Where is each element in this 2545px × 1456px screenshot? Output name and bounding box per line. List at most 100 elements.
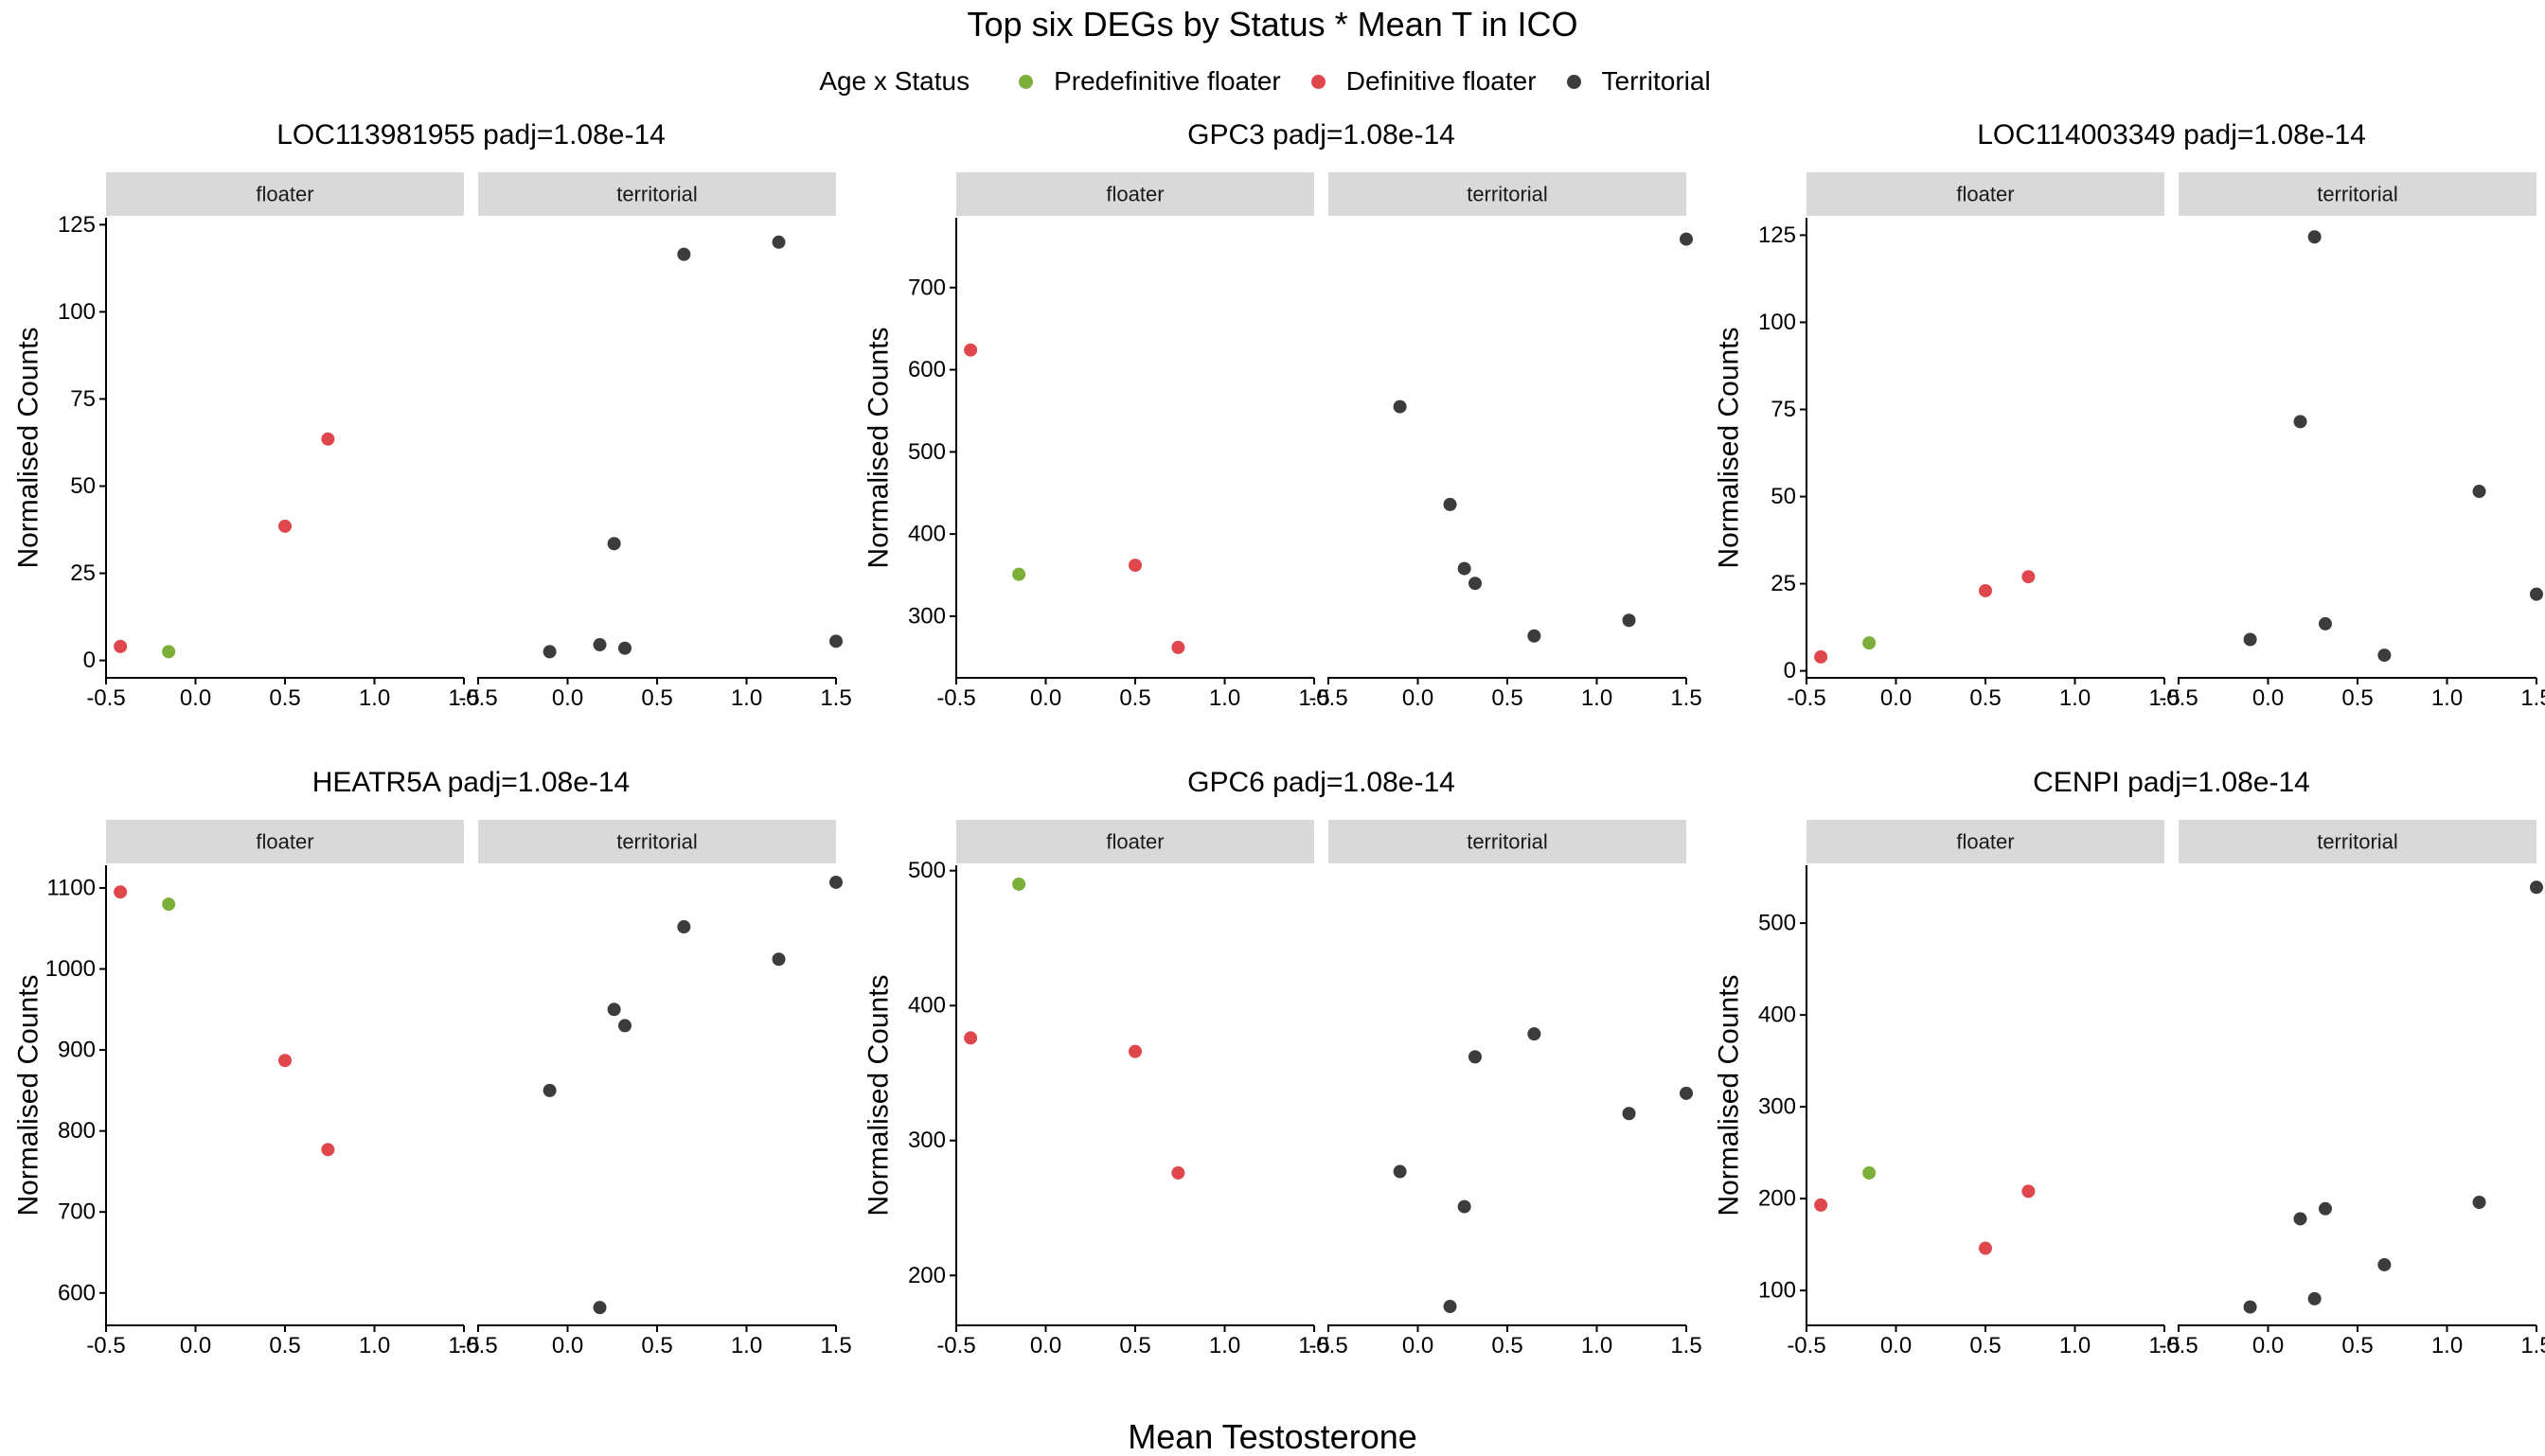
x-axis-title: Mean Testosterone [0,1420,2545,1454]
x-tick-label: -0.5 [1787,685,1825,711]
y-tick-label: 1100 [46,875,96,900]
x-tick-label: -0.5 [86,1333,125,1358]
y-tick-label: 700 [58,1199,96,1225]
y-tick-label: 0 [83,648,96,673]
x-tick-label: 0.0 [1880,685,1912,711]
y-axis-title: Normalised Counts [1714,327,1745,568]
x-tick-label: 0.5 [1119,1333,1150,1358]
facet-strip-label: floater [1106,183,1164,206]
x-tick-label: -0.5 [1308,1333,1347,1358]
data-point [773,236,786,249]
y-tick-label: 400 [1758,1003,1796,1028]
y-tick-label: 500 [908,439,946,465]
facet-strip-label: floater [256,183,313,206]
x-tick-label: -0.5 [2159,685,2198,711]
data-point [1680,233,1693,246]
x-tick-label: 0.5 [641,685,672,711]
y-tick-label: 300 [908,1128,946,1153]
y-tick-label: 500 [908,858,946,883]
data-point [162,897,175,911]
facet-strip-label: territorial [1467,830,1548,854]
x-tick-label: 0.0 [1402,685,1433,711]
facet-strip-label: floater [256,830,313,854]
data-point [2021,1184,2035,1198]
data-point [2530,880,2543,894]
y-axis-title: Normalised Counts [863,974,895,1216]
y-axis-title: Normalised Counts [13,327,44,568]
data-point [1012,568,1025,581]
data-point [2308,1292,2322,1305]
x-tick-label: 1.0 [359,1333,390,1358]
x-tick-label: 0.0 [552,1333,583,1358]
data-point [1171,1166,1184,1180]
data-point [2473,1196,2486,1209]
x-tick-label: 1.0 [731,1333,762,1358]
x-tick-label: 1.5 [1670,1333,1701,1358]
data-point [1623,1107,1636,1120]
y-tick-label: 600 [58,1280,96,1305]
subplot-title: GPC3 padj=1.08e-14 [1187,119,1455,151]
x-tick-label: 0.5 [2341,1333,2373,1358]
data-point [1468,577,1482,590]
y-tick-label: 800 [58,1118,96,1144]
data-point [2294,415,2307,428]
facet-strip-label: territorial [2317,830,2398,854]
x-tick-label: 0.5 [1119,685,1150,711]
data-point [114,885,127,898]
x-tick-label: 1.0 [731,685,762,711]
subplot-title: LOC113981955 padj=1.08e-14 [276,119,666,151]
x-tick-label: -0.5 [458,685,497,711]
x-tick-label: 0.0 [180,1333,211,1358]
data-point [677,920,690,933]
data-point [278,520,292,533]
subplot-title: GPC6 padj=1.08e-14 [1187,767,1455,798]
data-point [773,952,786,966]
data-point [618,642,632,655]
facet-strip-label: floater [1956,830,2014,854]
x-tick-label: -0.5 [458,1333,497,1358]
x-tick-label: 0.0 [2252,1333,2284,1358]
data-point [1814,650,1827,664]
data-point [278,1054,292,1067]
x-tick-label: 0.0 [180,685,211,711]
x-tick-label: 0.5 [269,1333,300,1358]
data-point [2377,1258,2391,1271]
data-point [2377,648,2391,662]
x-tick-label: 0.5 [1969,685,2001,711]
y-tick-label: 300 [908,603,946,629]
x-tick-label: -0.5 [936,1333,975,1358]
data-point [608,1003,621,1016]
x-tick-label: -0.5 [1308,685,1347,711]
data-point [608,537,621,550]
y-tick-label: 125 [58,212,96,238]
y-tick-label: 100 [1758,310,1796,335]
data-point [1444,498,1457,511]
y-tick-label: 200 [1758,1186,1796,1212]
x-tick-label: 1.0 [2059,685,2091,711]
data-point [964,1031,977,1044]
x-tick-label: 1.5 [2520,685,2545,711]
x-tick-label: 1.0 [359,685,390,711]
data-point [1814,1199,1827,1212]
data-point [1979,584,1992,597]
x-tick-label: 1.5 [2520,1333,2545,1358]
data-point [321,433,334,446]
data-point [1129,1045,1142,1058]
x-tick-label: 0.0 [2252,685,2284,711]
x-tick-label: 1.0 [2431,1333,2463,1358]
data-point [543,645,557,658]
data-point [2244,633,2257,647]
y-tick-label: 50 [1771,484,1796,509]
subplot-title: CENPI padj=1.08e-14 [2033,767,2310,798]
subplot-title: HEATR5A padj=1.08e-14 [312,767,631,798]
x-tick-label: 0.0 [552,685,583,711]
data-point [1458,562,1471,576]
y-tick-label: 50 [70,473,96,499]
facet-strip-label: territorial [1467,183,1548,206]
y-axis-title: Normalised Counts [863,327,895,568]
data-point [114,640,127,653]
data-point [2308,230,2322,243]
